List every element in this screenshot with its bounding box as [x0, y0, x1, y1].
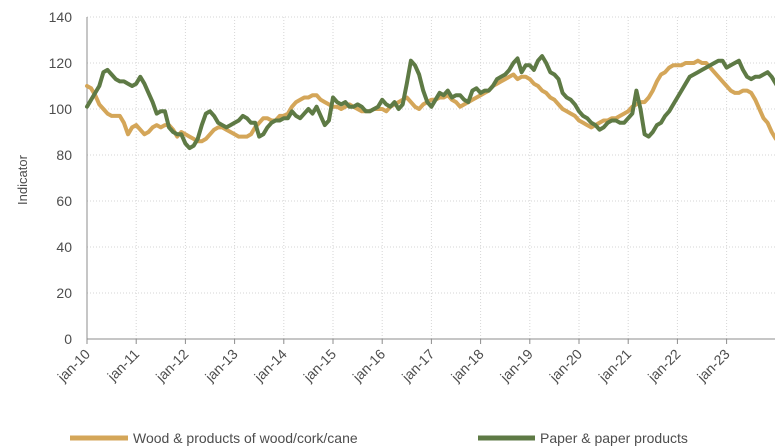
legend-item: Paper & paper products	[478, 430, 688, 446]
x-tick-label: jan-10	[54, 346, 94, 386]
x-tick-label: jan-13	[201, 346, 241, 386]
legend-label: Paper & paper products	[540, 430, 688, 446]
x-tick-label: jan-18	[447, 346, 487, 386]
y-tick-label: 40	[56, 239, 72, 255]
y-tick-label: 120	[49, 55, 73, 71]
x-tick-label: jan-14	[250, 346, 290, 386]
x-tick-label: jan-23	[693, 346, 733, 386]
x-tick-label: jan-17	[398, 346, 438, 386]
legend: Wood & products of wood/cork/cane Paper &…	[70, 430, 688, 446]
y-tick-label: 100	[49, 101, 73, 117]
y-tick-label: 140	[49, 9, 73, 25]
x-tick-label: jan-20	[546, 346, 586, 386]
series-line-wood	[85, 58, 775, 144]
gridlines	[87, 16, 775, 339]
y-tick-label: 60	[56, 193, 72, 209]
legend-item: Wood & products of wood/cork/cane	[70, 430, 358, 446]
y-tick-label: 20	[56, 285, 72, 301]
x-tick-label: jan-12	[152, 346, 192, 386]
x-tick-label: jan-11	[104, 346, 143, 385]
y-tick-label: 0	[64, 331, 72, 347]
x-tick-label: jan-15	[300, 346, 340, 386]
x-tick-label: jan-19	[496, 346, 536, 386]
y-axis-title: Indicator	[15, 154, 30, 205]
series-lines	[85, 54, 775, 151]
y-tick-label: 80	[56, 147, 72, 163]
legend-label: Wood & products of wood/cork/cane	[133, 430, 358, 446]
x-tick-label: jan-22	[644, 346, 684, 386]
x-tick-label: jan-16	[349, 346, 389, 386]
series-line-paper	[85, 54, 775, 151]
x-tick-label: jan-21	[595, 346, 635, 386]
